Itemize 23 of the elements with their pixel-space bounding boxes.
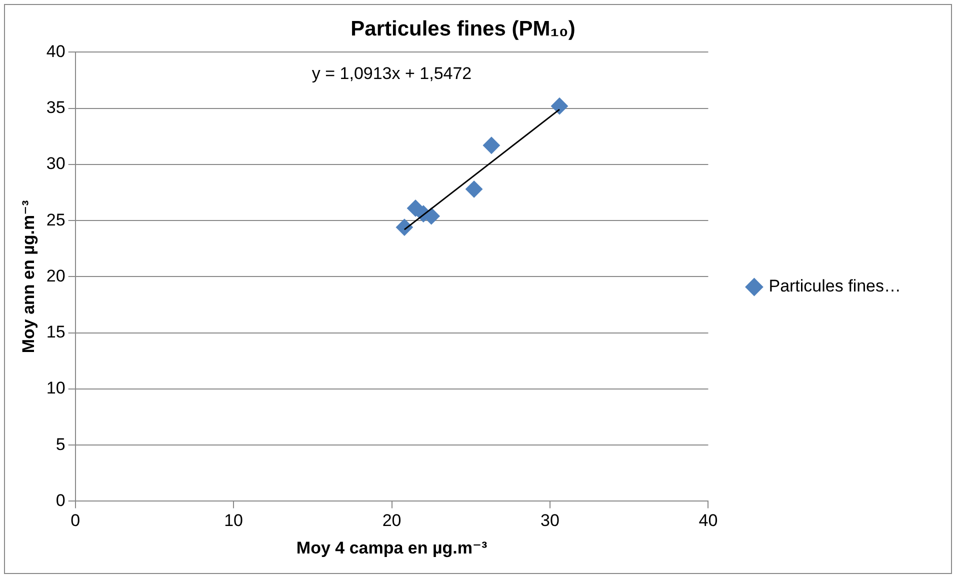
point <box>466 180 483 198</box>
y-tick-label: 10 <box>46 378 66 398</box>
annotation: y = 1,0913x + 1,5472 <box>312 64 472 83</box>
point <box>396 218 413 236</box>
y-tick-label: 20 <box>46 266 66 286</box>
point <box>550 98 568 115</box>
y-tick-label: 5 <box>56 434 66 454</box>
x-tick-label: 40 <box>698 511 718 530</box>
y-axis-title: Moy ann en µg.m⁻³ <box>18 200 38 354</box>
y-tick-label: 15 <box>46 322 66 342</box>
y-tick-label: 30 <box>46 154 66 174</box>
legend-label: Particules fines… <box>768 276 902 296</box>
x-tick-label: 0 <box>70 511 80 530</box>
point <box>482 136 500 154</box>
x-tick-label: 10 <box>224 511 243 530</box>
y-tick-label: 0 <box>56 490 66 510</box>
chart-title: Particules fines (PM₁₀) <box>350 17 576 40</box>
y-tick-label: 25 <box>46 210 66 230</box>
x-tick-label: 20 <box>382 511 402 530</box>
x-axis-title: Moy 4 campa en µg.m⁻³ <box>296 538 488 558</box>
x-tick-label: 30 <box>540 511 560 530</box>
y-tick-label: 40 <box>46 42 66 61</box>
y-tick-label: 35 <box>46 98 66 118</box>
